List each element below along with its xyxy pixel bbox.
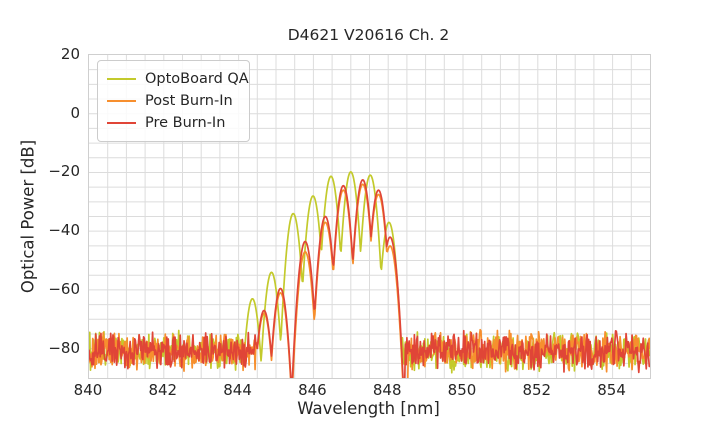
legend: OptoBoard QA Post Burn-In Pre Burn-In <box>97 60 250 142</box>
x-tick-846: 846 <box>298 381 327 399</box>
legend-line-swatch-post-burn-in <box>107 100 136 102</box>
x-tick-852: 852 <box>522 381 552 399</box>
legend-label: Post Burn-In <box>145 93 233 109</box>
x-tick-844: 844 <box>223 381 252 399</box>
x-axis-label: Wavelength [nm] <box>297 399 440 418</box>
plot-area <box>88 54 651 379</box>
y-tick-20: 20 <box>60 45 80 63</box>
legend-item-optoboard-qa: OptoBoard QA <box>107 68 249 90</box>
x-tick-854: 854 <box>597 381 626 399</box>
y-tick--20: −20 <box>48 162 80 181</box>
x-tick-840: 840 <box>73 381 103 399</box>
y-tick--80: −80 <box>48 338 80 357</box>
legend-line-swatch-pre-burn-in <box>107 122 136 124</box>
x-tick-850: 850 <box>447 381 477 399</box>
legend-label: Pre Burn-In <box>145 115 226 131</box>
y-tick--60: −60 <box>48 279 80 298</box>
x-tick-848: 848 <box>372 381 402 399</box>
chart-title: D4621 V20616 Ch. 2 <box>287 26 450 44</box>
legend-item-post-burn-in: Post Burn-In <box>107 90 239 112</box>
y-tick-0: 0 <box>70 103 80 122</box>
x-tick-842: 842 <box>148 381 178 399</box>
y-axis-label: Optical Power [dB] <box>18 139 38 294</box>
legend-item-pre-burn-in: Pre Burn-In <box>107 112 239 134</box>
y-tick--40: −40 <box>48 221 80 240</box>
legend-label: OptoBoard QA <box>145 71 249 87</box>
series-line-pre-burn-in <box>89 178 650 378</box>
legend-line-swatch-optoboard-qa <box>107 78 136 80</box>
